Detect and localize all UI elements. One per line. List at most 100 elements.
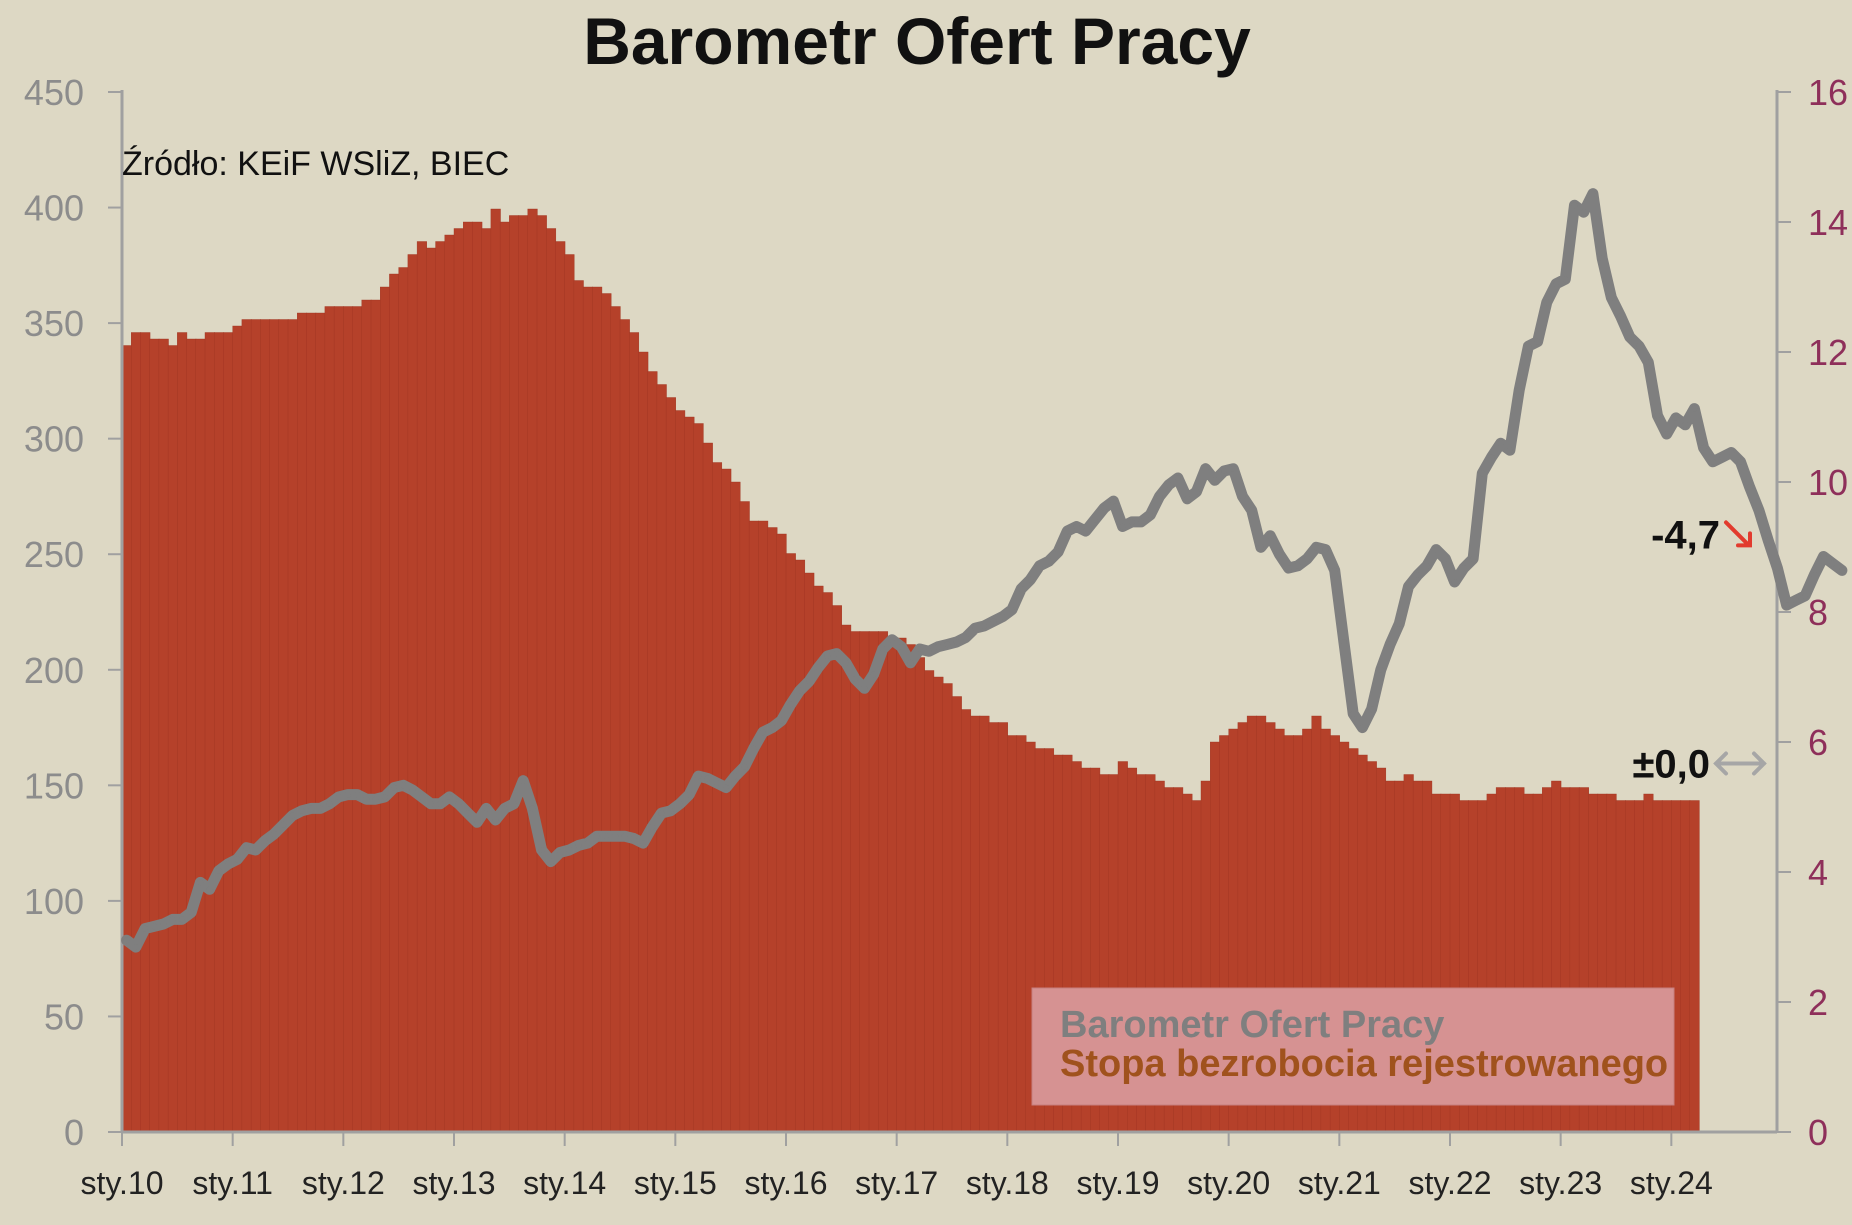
barometer-point xyxy=(1792,597,1799,604)
barometer-point xyxy=(427,800,434,807)
unemployment-bar xyxy=(278,319,289,1133)
barometer-point xyxy=(1377,666,1384,673)
unemployment-bar xyxy=(942,683,953,1133)
unemployment-bar xyxy=(370,299,381,1133)
left-tick-label: 50 xyxy=(44,996,84,1037)
barometer-point xyxy=(520,777,527,784)
barometer-point xyxy=(206,886,213,893)
barometer-point xyxy=(972,625,979,632)
right-tick-label: 8 xyxy=(1808,592,1828,633)
barometer-point xyxy=(999,613,1006,620)
barometer-point xyxy=(1691,405,1698,412)
unemployment-bar xyxy=(961,709,972,1133)
barometer-point xyxy=(1470,555,1477,562)
barometer-point xyxy=(1423,562,1430,569)
barometer-point xyxy=(787,701,794,708)
barometer-point xyxy=(538,847,545,853)
right-tick-label: 6 xyxy=(1808,722,1828,763)
unemployment-bar xyxy=(546,228,557,1133)
barometer-point xyxy=(1174,475,1181,481)
barometer-point xyxy=(584,840,591,847)
barometer-point xyxy=(695,773,702,780)
barometer-point xyxy=(1553,280,1560,287)
barometer-point xyxy=(1018,585,1025,592)
barometer-point xyxy=(1313,544,1320,551)
barometer-point xyxy=(280,821,287,828)
barometer-point xyxy=(907,659,914,666)
legend: Barometr Ofert Pracy Stopa bezrobocia re… xyxy=(1031,987,1675,1106)
left-tick-label: 0 xyxy=(64,1112,84,1153)
unemployment-bar xyxy=(416,241,427,1133)
barometer-point xyxy=(1774,565,1781,572)
left-tick-label: 300 xyxy=(24,419,84,460)
barometer-point xyxy=(925,648,932,655)
barometer-point xyxy=(1571,202,1578,209)
unemployment-bar xyxy=(389,273,400,1133)
arrow-down-right-icon xyxy=(1724,520,1752,548)
unemployment-bar xyxy=(592,286,603,1133)
x-tick-label: sty.24 xyxy=(1630,1165,1713,1201)
barometer-point xyxy=(132,944,139,951)
unemployment-bar xyxy=(573,280,584,1133)
left-tick-label: 150 xyxy=(24,765,84,806)
barometer-point xyxy=(510,800,517,807)
barometer-point xyxy=(1608,294,1615,301)
barometer-point xyxy=(547,858,554,865)
x-tick-label: sty.20 xyxy=(1187,1165,1270,1201)
barometer-point xyxy=(1506,447,1513,454)
barometer-line-group xyxy=(121,188,1848,953)
barometer-point xyxy=(501,805,508,812)
unemployment-bar xyxy=(186,338,197,1133)
x-tick-label: sty.11 xyxy=(192,1165,273,1201)
barometer-point xyxy=(474,819,481,826)
barometer-point xyxy=(1387,641,1394,648)
barometer-point xyxy=(1138,518,1145,525)
unemployment-bar xyxy=(297,312,308,1133)
barometer-point xyxy=(1802,592,1809,599)
barometer-point xyxy=(455,800,462,807)
barometer-point xyxy=(492,817,499,823)
barometer-point xyxy=(1488,454,1495,461)
barometer-point xyxy=(1340,639,1347,645)
barometer-point xyxy=(335,793,342,800)
unemployment-bar xyxy=(527,208,538,1133)
unemployment-bar xyxy=(380,286,391,1133)
x-tick-label: sty.12 xyxy=(302,1165,385,1201)
unemployment-bar xyxy=(509,215,520,1133)
barometer-point xyxy=(1451,579,1458,585)
barometer-point xyxy=(1082,528,1089,535)
barometer-point xyxy=(1765,537,1772,544)
barometer-point xyxy=(962,634,969,641)
barometer-point xyxy=(870,671,877,678)
unemployment-bar xyxy=(619,319,630,1133)
barometer-point xyxy=(317,805,324,812)
barometer-point xyxy=(1672,414,1679,421)
barometer-point xyxy=(1359,724,1366,731)
unemployment-bar xyxy=(564,254,575,1133)
barometer-point xyxy=(271,830,278,837)
barometer-point xyxy=(824,652,831,659)
unemployment-bar xyxy=(131,332,142,1133)
left-tick-label: 450 xyxy=(24,72,84,113)
barometer-point xyxy=(1119,523,1126,530)
unemployment-bar xyxy=(1689,800,1700,1133)
unemployment-bar xyxy=(582,286,593,1133)
barometer-point xyxy=(593,833,600,840)
barometer-point xyxy=(308,805,315,812)
barometer-point xyxy=(879,646,886,652)
barometer-point xyxy=(1460,565,1467,572)
barometer-point xyxy=(806,678,813,685)
barometer-point xyxy=(796,687,803,694)
unemployment-bar xyxy=(555,241,566,1133)
barometer-point xyxy=(1064,528,1071,535)
unemployment-bar xyxy=(841,624,852,1133)
unemployment-bar xyxy=(868,631,879,1133)
barometer-point xyxy=(243,844,250,851)
unemployment-bar xyxy=(158,338,169,1133)
barometer-point xyxy=(1516,387,1523,394)
barometer-point xyxy=(1230,465,1237,472)
barometer-point xyxy=(1073,523,1080,530)
barometer-point xyxy=(833,650,840,657)
unemployment-bar xyxy=(518,215,529,1133)
